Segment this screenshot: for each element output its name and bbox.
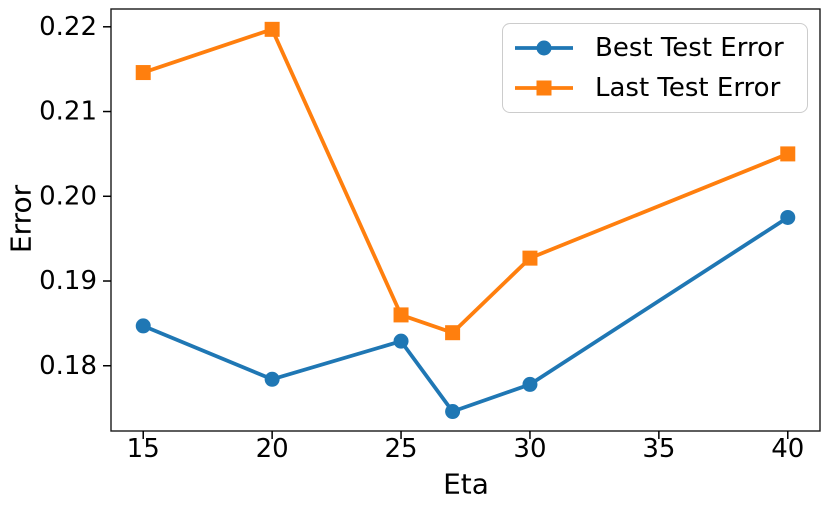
legend-item-last-test-error: Last Test Error: [514, 69, 797, 107]
series-lines: [135, 21, 796, 420]
x-axis-label: Eta: [443, 468, 489, 501]
y-tick-label: 0.21: [39, 97, 97, 127]
x-tick-label: 25: [384, 434, 417, 464]
data-point-circle: [445, 404, 461, 420]
x-tick-label: 30: [513, 434, 546, 464]
tick-marks: [103, 26, 789, 439]
x-tick-label: 35: [642, 434, 675, 464]
data-point-square: [780, 146, 796, 162]
series-line-last-test-error: [141, 27, 790, 335]
y-axis-label: Error: [5, 184, 38, 253]
legend-line-square-icon: [515, 80, 573, 96]
x-tick-label: 20: [256, 434, 289, 464]
y-tick-label: 0.22: [39, 12, 97, 42]
legend-label: Best Test Error: [595, 33, 784, 64]
data-point-square: [135, 65, 151, 81]
y-tick-label: 0.19: [39, 266, 97, 296]
data-point-square: [264, 21, 280, 37]
plot-border: [110, 8, 821, 432]
data-point-square: [393, 307, 409, 323]
tick-labels: 15 20 25 30 35 40 0.18 0.19 0.20 0.21 0.22: [39, 12, 804, 464]
y-tick-label: 0.18: [39, 351, 97, 381]
data-point-circle: [393, 333, 409, 349]
data-point-circle: [264, 371, 280, 387]
x-tick-label: 40: [771, 434, 804, 464]
data-point-circle: [135, 318, 151, 334]
legend-item-best-test-error: Best Test Error: [514, 29, 797, 67]
x-tick-label: 15: [127, 434, 160, 464]
data-point-circle: [522, 376, 538, 392]
data-point-circle: [780, 209, 796, 225]
data-point-square: [445, 325, 461, 341]
data-point-square: [522, 250, 538, 266]
legend: Best Test Error Last Test Error: [502, 23, 808, 113]
legend-line-circle-icon: [515, 40, 573, 56]
legend-label: Last Test Error: [595, 72, 781, 103]
y-tick-label: 0.20: [39, 181, 97, 211]
series-line-best-test-error: [141, 215, 790, 414]
